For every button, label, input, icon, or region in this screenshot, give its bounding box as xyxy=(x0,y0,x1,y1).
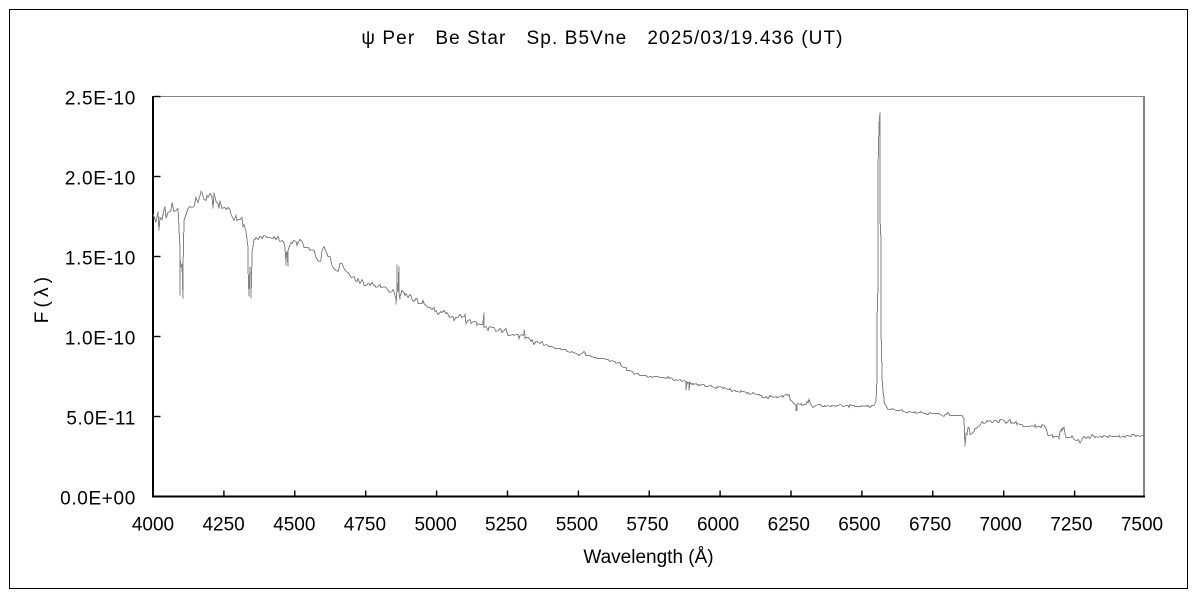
svg-text:2.0E-10: 2.0E-10 xyxy=(65,169,136,190)
svg-text:ψ Per Be Star Sp. B5Vne 2025/0: ψ Per Be Star Sp. B5Vne 2025/03/19.436 (… xyxy=(361,28,843,49)
svg-text:Wavelength (Å): Wavelength (Å) xyxy=(583,547,713,568)
svg-text:1.5E-10: 1.5E-10 xyxy=(65,249,136,270)
svg-text:5500: 5500 xyxy=(556,515,598,536)
svg-text:4250: 4250 xyxy=(202,515,244,536)
svg-text:4000: 4000 xyxy=(132,515,174,536)
svg-text:6750: 6750 xyxy=(909,515,951,536)
svg-text:7500: 7500 xyxy=(1121,515,1163,536)
svg-text:5250: 5250 xyxy=(485,515,527,536)
svg-text:4750: 4750 xyxy=(344,515,386,536)
svg-text:5.0E-11: 5.0E-11 xyxy=(66,409,136,430)
svg-text:0.0E+00: 0.0E+00 xyxy=(60,489,136,510)
svg-text:6500: 6500 xyxy=(838,515,880,536)
svg-text:1.0E-10: 1.0E-10 xyxy=(65,329,136,350)
svg-text:7250: 7250 xyxy=(1050,515,1092,536)
svg-text:F(λ): F(λ) xyxy=(32,273,53,324)
svg-text:6250: 6250 xyxy=(768,515,810,536)
svg-text:4500: 4500 xyxy=(273,515,315,536)
svg-text:5000: 5000 xyxy=(414,515,456,536)
svg-text:5750: 5750 xyxy=(626,515,668,536)
svg-text:2.5E-10: 2.5E-10 xyxy=(65,89,136,110)
svg-text:6000: 6000 xyxy=(697,515,739,536)
svg-text:7000: 7000 xyxy=(980,515,1022,536)
